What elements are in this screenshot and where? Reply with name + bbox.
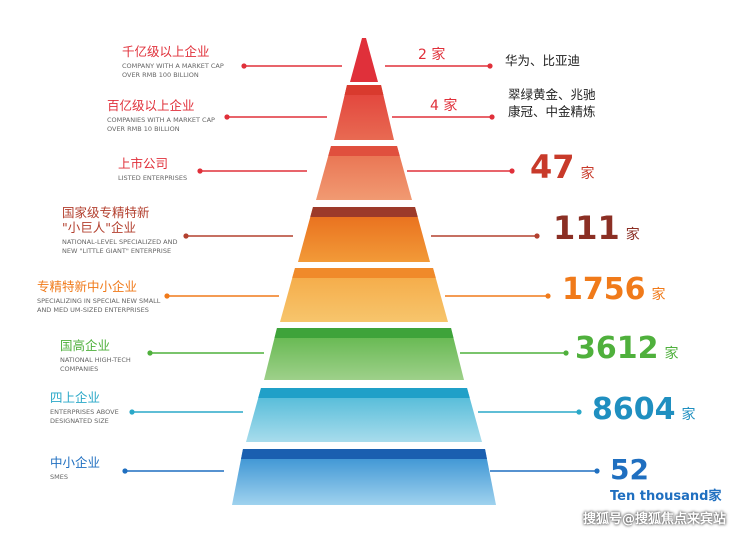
level-1-count: 2 家	[418, 47, 446, 63]
level-7-title: 四上企业	[50, 390, 101, 405]
level-4-count: 111 家	[553, 209, 640, 247]
connector-dot-right-8	[594, 468, 600, 474]
connector-dot-right-2	[489, 114, 495, 120]
level-4-number: 111	[553, 209, 620, 247]
level-5-en-line1: SPECIALIZING IN SPECIAL NEW SMALL	[37, 297, 161, 305]
pyramid-segment-1	[350, 38, 378, 82]
connector-dot-right-3	[509, 168, 515, 174]
level-8-unit: Ten thousand家	[610, 489, 722, 504]
pyramid-segment-3-top-band	[328, 146, 400, 156]
pyramid-segment-6-top-band	[274, 328, 454, 338]
level-6-title: 国高企业	[60, 338, 111, 353]
level-1-en-line1: COMPANY WITH A MARKET CAP	[122, 62, 224, 70]
level-5-count: 1756 家	[562, 272, 666, 307]
connector-dot-left-1	[241, 63, 247, 69]
connector-dot-left-3	[197, 168, 203, 174]
level-8-label: 中小企业 SMES	[50, 455, 100, 482]
level-3-number: 47	[530, 148, 575, 186]
level-6-en-line1: NATIONAL HIGH-TECH	[60, 356, 131, 364]
level-6-number: 3612	[575, 331, 659, 366]
connector-dot-right-6	[563, 350, 569, 356]
level-6-en-line2: COMPANIES	[60, 365, 99, 373]
level-4-title-line1: 国家级专精特新	[62, 205, 150, 220]
level-4-en-line1: NATIONAL-LEVEL SPECIALIZED AND	[62, 238, 178, 246]
level-5-label: 专精特新中小企业 SPECIALIZING IN SPECIAL NEW SMA…	[37, 279, 160, 315]
level-5-title: 专精特新中小企业	[37, 279, 138, 294]
connector-dot-left-2	[224, 114, 230, 120]
level-7-unit: 家	[681, 407, 696, 423]
level-7-count: 8604 家	[592, 392, 696, 427]
level-2-title: 百亿级以上企业	[107, 98, 195, 113]
pyramid-segment-4	[298, 207, 430, 262]
connector-dot-left-6	[147, 350, 153, 356]
level-7-en-line2: DESIGNATED SIZE	[50, 417, 109, 425]
level-7-en-line1: ENTERPRISES ABOVE	[50, 408, 119, 416]
pyramid-segment-7	[246, 388, 482, 442]
connector-dot-right-5	[545, 293, 551, 299]
level-3-en-line1: LISTED ENTERPRISES	[118, 174, 188, 182]
connector-dot-left-5	[164, 293, 170, 299]
pyramid-segment-6	[264, 328, 464, 380]
pyramid-segment-8	[232, 449, 496, 505]
level-1-companies: 华为、比亚迪	[505, 53, 581, 68]
level-2-companies-line2: 康冠、中金精炼	[508, 104, 596, 119]
level-5-en-line2: AND MED UM-SIZED ENTERPRISES	[37, 306, 149, 314]
pyramid-segment-5	[280, 268, 448, 322]
pyramid-segment-5-top-band	[292, 268, 436, 278]
level-6-count: 3612 家	[575, 331, 679, 366]
level-7-label: 四上企业 ENTERPRISES ABOVE DESIGNATED SIZE	[50, 390, 119, 426]
level-3-title: 上市公司	[118, 156, 169, 171]
connector-dot-left-4	[183, 233, 189, 239]
level-1-title: 千亿级以上企业	[122, 44, 210, 59]
level-8-title: 中小企业	[50, 455, 101, 470]
level-1-label: 千亿级以上企业 COMPANY WITH A MARKET CAP OVER R…	[122, 44, 224, 80]
level-2-label: 百亿级以上企业 COMPANIES WITH A MARKET CAP OVER…	[107, 98, 215, 134]
pyramid-segment-7-top-band	[258, 388, 470, 398]
level-4-title-line2: "小巨人"企业	[62, 220, 136, 235]
pyramid-segment-8-top-band	[241, 449, 487, 459]
connector-dot-left-8	[122, 468, 128, 474]
level-8-en-line1: SMES	[50, 473, 68, 481]
pyramid-segment-4-top-band	[310, 207, 418, 217]
connector-dot-right-7	[576, 409, 582, 415]
level-5-unit: 家	[651, 287, 666, 303]
connector-dot-left-7	[129, 409, 135, 415]
level-4-en-line2: NEW "LITTLE GIANT" ENTERPRISE	[62, 247, 172, 255]
level-3-label: 上市公司 LISTED ENTERPRISES	[118, 156, 187, 183]
level-5-number: 1756	[562, 272, 646, 307]
level-6-unit: 家	[664, 346, 679, 362]
connector-dot-right-4	[534, 233, 540, 239]
pyramid-segment-2	[334, 85, 394, 140]
level-3-unit: 家	[580, 166, 595, 182]
level-2-en-line1: COMPANIES WITH A MARKET CAP	[107, 116, 215, 124]
pyramid-segment-2-top-band	[344, 85, 384, 95]
watermark: 搜狐号@搜狐焦点来宾站	[582, 512, 726, 527]
pyramid-segment-3	[316, 146, 412, 200]
level-4-unit: 家	[625, 227, 640, 243]
level-2-count: 4 家	[430, 98, 458, 114]
level-3-count: 47 家	[530, 148, 595, 186]
level-7-number: 8604	[592, 392, 676, 427]
level-2-companies-line1: 翠绿黄金、兆驰	[508, 87, 596, 102]
level-1-en-line2: OVER RMB 100 BILLION	[122, 71, 199, 79]
level-6-label: 国高企业 NATIONAL HIGH-TECH COMPANIES	[60, 338, 131, 374]
level-8-count: 52	[610, 453, 649, 486]
level-4-label: 国家级专精特新 "小巨人"企业 NATIONAL-LEVEL SPECIALIZ…	[62, 205, 177, 256]
level-2-en-line2: OVER RMB 10 BILLION	[107, 125, 180, 133]
connector-dot-right-1	[487, 63, 493, 69]
